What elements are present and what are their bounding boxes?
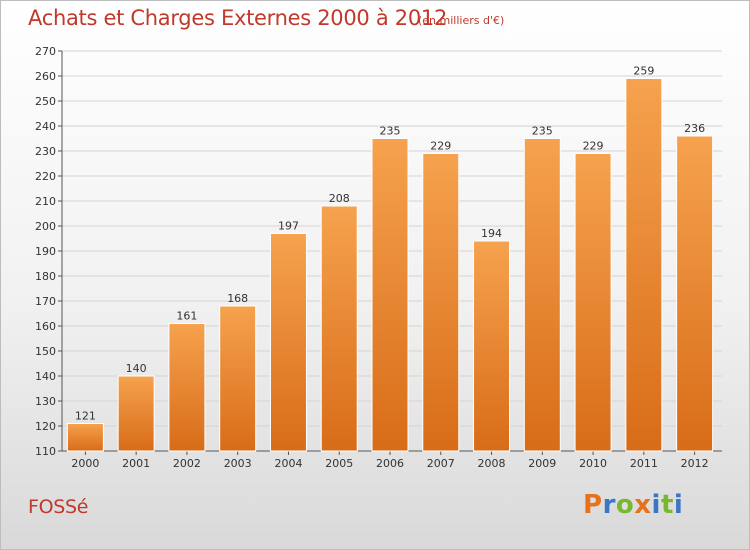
- logo-letter: i: [651, 490, 661, 520]
- y-tick-label: 250: [35, 95, 56, 108]
- data-label: 140: [126, 362, 147, 375]
- x-tick-label: 2009: [528, 457, 556, 470]
- x-tick-label: 2008: [478, 457, 506, 470]
- y-tick-label: 170: [35, 295, 56, 308]
- y-tick-label: 230: [35, 145, 56, 158]
- x-tick-label: 2010: [579, 457, 607, 470]
- bar-2006: [371, 138, 409, 452]
- bars: [66, 78, 714, 452]
- y-tick-label: 260: [35, 70, 56, 83]
- x-tick-label: 2000: [71, 457, 99, 470]
- x-tick-label: 2001: [122, 457, 150, 470]
- y-tick-label: 160: [35, 320, 56, 333]
- bar-2007: [422, 153, 460, 452]
- chart-title: Achats et Charges Externes 2000 à 2012: [28, 6, 448, 30]
- data-label: 259: [633, 65, 654, 78]
- labels: 110 120 130 140 150 160 170 180 190 200 210 220 230 2…: [35, 45, 709, 470]
- data-label: 236: [684, 122, 705, 135]
- bar-2009: [523, 138, 561, 452]
- logo-letter: t: [660, 490, 674, 520]
- bar-2000: [66, 423, 104, 452]
- logo-letter: r: [602, 490, 616, 520]
- x-tick-label: 2002: [173, 457, 201, 470]
- x-tick-label: 2006: [376, 457, 404, 470]
- data-label: 161: [176, 310, 197, 323]
- data-label: 121: [75, 410, 96, 423]
- data-label: 229: [430, 140, 451, 153]
- data-label: 235: [380, 125, 401, 138]
- data-label: 229: [583, 140, 604, 153]
- x-tick-label: 2004: [274, 457, 302, 470]
- y-tick-label: 240: [35, 120, 56, 133]
- logo-letter: o: [615, 490, 635, 520]
- x-tick-label: 2005: [325, 457, 353, 470]
- bar-2012: [676, 135, 714, 452]
- bar-2010: [574, 153, 612, 452]
- x-tick-label: 2011: [630, 457, 658, 470]
- bar-2004: [269, 233, 307, 452]
- x-tick-label: 2012: [681, 457, 709, 470]
- chart-subtitle: (en milliers d'€): [418, 14, 505, 27]
- data-label: 197: [278, 220, 299, 233]
- bar-2011: [625, 78, 663, 452]
- y-tick-label: 180: [35, 270, 56, 283]
- logo-letter: P: [583, 490, 603, 520]
- data-label: 168: [227, 292, 248, 305]
- bar-2005: [320, 205, 358, 452]
- y-tick-label: 110: [35, 445, 56, 458]
- y-tick-label: 130: [35, 395, 56, 408]
- bar-2001: [117, 375, 155, 452]
- y-tick-label: 270: [35, 45, 56, 58]
- logo-letter: i: [673, 490, 684, 520]
- commune-name: FOSSé: [28, 496, 89, 518]
- y-tick-label: 120: [35, 420, 56, 433]
- data-label: 235: [532, 125, 553, 138]
- y-tick-label: 220: [35, 170, 56, 183]
- bar-2003: [219, 305, 257, 452]
- y-tick-label: 150: [35, 345, 56, 358]
- logo-letter: x: [634, 490, 652, 520]
- y-tick-label: 140: [35, 370, 56, 383]
- y-tick-label: 210: [35, 195, 56, 208]
- x-tick-label: 2003: [224, 457, 252, 470]
- y-tick-label: 200: [35, 220, 56, 233]
- data-label: 208: [329, 192, 350, 205]
- y-tick-label: 190: [35, 245, 56, 258]
- bar-2002: [168, 323, 206, 452]
- proxiti-logo: Proxiti: [583, 490, 683, 520]
- data-label: 194: [481, 227, 502, 240]
- x-tick-label: 2007: [427, 457, 455, 470]
- bar-2008: [473, 240, 511, 452]
